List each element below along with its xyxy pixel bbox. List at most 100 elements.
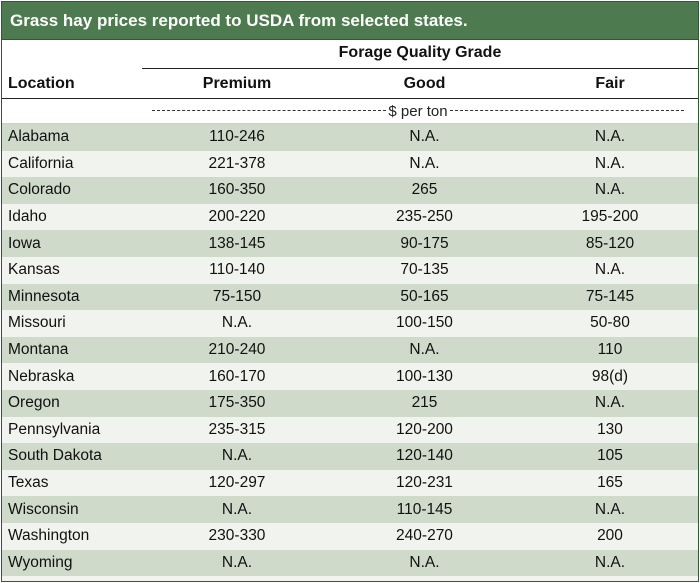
table-row: Wisconsin N.A. 110-145 N.A. <box>2 496 698 523</box>
table-row: Montana 210-240 N.A. 110 <box>2 336 698 364</box>
premium-cell: N.A. <box>221 553 253 571</box>
fair-cell: 50-80 <box>590 314 630 332</box>
good-cell: 235-250 <box>396 208 453 226</box>
fair-cell: 98(d) <box>591 367 629 385</box>
premium-header: Premium <box>202 74 272 92</box>
location-cell: Alabama <box>8 128 70 146</box>
location-cell: Wyoming <box>8 553 73 571</box>
good-cell: 120-200 <box>396 420 453 438</box>
table-row: Minnesota 75-150 50-165 75-145 <box>2 283 698 311</box>
forage-quality-grade-label: Forage Quality Grade <box>338 44 502 61</box>
location-cell: California <box>8 154 74 172</box>
table-row: Wyoming N.A. N.A. N.A. <box>2 549 698 577</box>
table-body: Alabama 110-246 N.A. N.A. California 221-378 N… <box>2 124 698 577</box>
fair-cell: 110 <box>597 341 623 359</box>
fair-cell: N.A. <box>594 261 626 279</box>
good-cell: 50-165 <box>400 287 449 305</box>
location-cell: Texas <box>8 474 49 492</box>
fair-cell: N.A. <box>594 181 626 199</box>
good-cell: 110-145 <box>396 500 453 518</box>
premium-cell: 210-240 <box>208 341 266 359</box>
good-cell: 90-175 <box>400 234 449 252</box>
premium-cell: N.A. <box>221 314 253 332</box>
good-cell: 100-150 <box>396 314 453 332</box>
units-dash-right <box>449 110 684 112</box>
units-dash-left <box>152 110 387 112</box>
location-cell: Montana <box>8 341 69 359</box>
fair-cell: 165 <box>597 474 623 492</box>
location-cell: Colorado <box>8 181 71 199</box>
location-cell: Idaho <box>8 208 47 226</box>
location-cell: Washington <box>8 527 90 545</box>
table-row: Iowa 138-145 90-175 85-120 <box>2 230 698 257</box>
premium-cell: 200-220 <box>208 208 266 226</box>
table-row: Nebraska 160-170 100-130 98(d) <box>2 363 698 390</box>
good-header: Good <box>403 74 446 92</box>
table-row: Texas 120-297 120-231 165 <box>2 469 698 497</box>
group-header: Forage Quality Grade <box>2 40 698 69</box>
premium-cell: 230-330 <box>208 527 266 545</box>
table-row: Oregon 175-350 215 N.A. <box>2 389 698 417</box>
good-cell: N.A. <box>409 553 440 571</box>
good-cell: 240-270 <box>396 527 453 545</box>
fair-cell: 200 <box>597 527 623 545</box>
fair-cell: N.A. <box>594 500 626 518</box>
premium-cell: 120-297 <box>208 474 266 492</box>
location-cell: Iowa <box>8 234 41 252</box>
premium-cell: 175-350 <box>208 394 266 412</box>
units-label: $ per ton <box>388 102 448 120</box>
table-row: California 221-378 N.A. N.A. <box>2 150 698 178</box>
fair-cell: N.A. <box>594 154 626 172</box>
units-row: $ per ton <box>2 99 698 124</box>
good-cell: 215 <box>411 394 438 412</box>
location-cell: Nebraska <box>8 367 75 385</box>
premium-cell: 110-140 <box>209 261 265 279</box>
fair-cell: 195-200 <box>581 208 639 226</box>
fair-cell: 105 <box>597 447 623 465</box>
good-cell: N.A. <box>409 128 440 146</box>
premium-cell: 160-350 <box>208 181 266 199</box>
table-row: Kansas 110-140 70-135 N.A. <box>2 256 698 284</box>
good-cell: N.A. <box>409 341 440 359</box>
fair-cell: N.A. <box>594 553 626 571</box>
location-cell: Kansas <box>8 261 60 279</box>
premium-cell: 75-150 <box>212 287 262 305</box>
premium-cell: 110-246 <box>209 128 265 146</box>
table-row: Washington 230-330 240-270 200 <box>2 522 698 550</box>
good-cell: 120-231 <box>396 474 453 492</box>
fair-cell: 85-120 <box>585 234 635 252</box>
fair-cell: N.A. <box>594 128 626 146</box>
table-title: Grass hay prices reported to USDA from s… <box>2 2 698 40</box>
good-cell: N.A. <box>409 154 440 172</box>
location-cell: Wisconsin <box>8 500 79 518</box>
good-cell: 120-140 <box>396 447 453 465</box>
premium-cell: 160-170 <box>208 367 266 385</box>
premium-cell: 235-315 <box>208 420 266 438</box>
premium-cell: N.A. <box>221 500 253 518</box>
good-cell: 100-130 <box>396 367 453 385</box>
table-row: South Dakota N.A. 120-140 105 <box>2 443 698 470</box>
table-row: Colorado 160-350 265 N.A. <box>2 177 698 204</box>
location-cell: South Dakota <box>8 447 102 465</box>
table-row: Idaho 200-220 235-250 195-200 <box>2 203 698 231</box>
premium-cell: 138-145 <box>208 234 266 252</box>
fair-cell: N.A. <box>594 394 626 412</box>
location-cell: Minnesota <box>8 287 80 305</box>
premium-cell: 221-378 <box>208 154 266 172</box>
good-cell: 70-135 <box>400 261 449 279</box>
fair-cell: 130 <box>597 420 623 438</box>
table-row: Pennsylvania 235-315 120-200 130 <box>2 416 698 444</box>
premium-cell: N.A. <box>221 447 253 465</box>
good-cell: 265 <box>411 181 438 199</box>
location-cell: Pennsylvania <box>8 420 101 438</box>
fair-cell: 75-145 <box>585 287 635 305</box>
table-row: Alabama 110-246 N.A. N.A. <box>2 124 698 151</box>
fair-header: Fair <box>595 74 625 92</box>
location-cell: Oregon <box>8 394 60 412</box>
location-cell: Missouri <box>8 314 66 332</box>
group-header-rule <box>142 68 698 69</box>
location-header: Location <box>8 74 75 92</box>
table-row: Missouri N.A. 100-150 50-80 <box>2 310 698 337</box>
column-header-row: Location Premium Good Fair <box>2 69 698 99</box>
